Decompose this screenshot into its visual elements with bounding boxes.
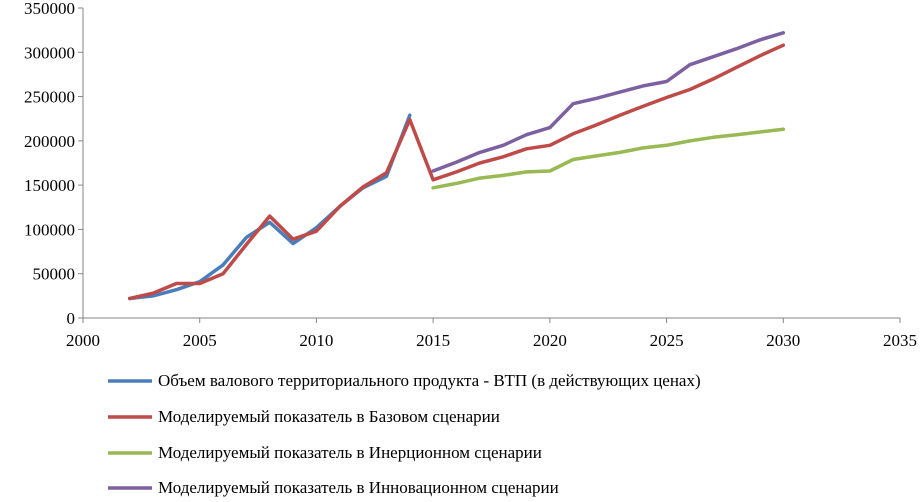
- y-tick-label: 50000: [33, 265, 76, 284]
- y-tick-label: 0: [67, 309, 76, 328]
- legend-label-4: Моделируемый показатель в Инновационном …: [158, 478, 559, 497]
- x-tick-label: 2030: [766, 331, 800, 350]
- x-tick-label: 2020: [533, 331, 567, 350]
- x-tick-label: 2000: [66, 331, 100, 350]
- x-tick-label: 2005: [183, 331, 217, 350]
- y-tick-label: 350000: [24, 0, 75, 18]
- y-tick-label: 300000: [24, 43, 75, 62]
- series-line-4: [431, 31, 786, 173]
- chart-axes: 0 50000 100000 150000 200000 250000 300000 3500…: [24, 0, 917, 350]
- series-line-1: [127, 113, 412, 301]
- series-line-2: [127, 43, 786, 301]
- chart-legend: Объем валового территориального продукта…: [108, 371, 701, 497]
- legend-label-1: Объем валового территориального продукта…: [158, 371, 701, 390]
- legend-label-2: Моделируемый показатель в Базовом сценар…: [158, 407, 500, 426]
- y-tick-label: 250000: [24, 88, 75, 107]
- y-tick-label: 200000: [24, 132, 75, 151]
- y-tick-label: 100000: [24, 220, 75, 239]
- series-line-3: [431, 127, 786, 190]
- x-tick-label: 2025: [650, 331, 684, 350]
- legend-label-3: Моделируемый показатель в Инерционном сц…: [158, 443, 542, 462]
- y-tick-label: 150000: [24, 176, 75, 195]
- x-tick-label: 2035: [883, 331, 917, 350]
- x-tick-label: 2015: [416, 331, 450, 350]
- chart-series-layer: [127, 31, 786, 301]
- x-tick-label: 2010: [299, 331, 333, 350]
